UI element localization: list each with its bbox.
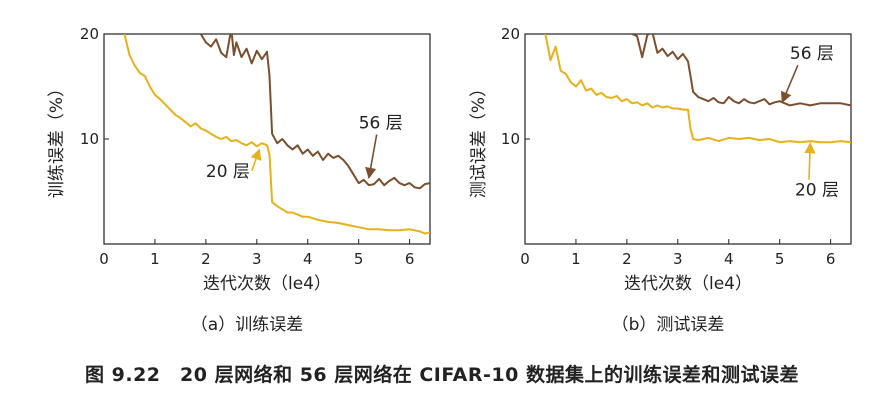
annotation-label: 56 层 [790, 44, 834, 64]
annotation-label: 20 层 [206, 162, 250, 182]
series-line-layer20 [544, 34, 851, 144]
y-tick-label: 20 [80, 25, 99, 43]
y-tick-label: 10 [501, 130, 520, 148]
annotation-arrow [250, 148, 262, 172]
annotation-arrow [804, 142, 816, 180]
x-tick-label: 1 [150, 250, 160, 268]
annotation-arrow [365, 134, 378, 179]
x-tick-label: 2 [622, 250, 632, 268]
x-tick-label: 3 [673, 250, 683, 268]
series-line-layer56 [199, 34, 430, 190]
chart-subtitle: （b）测试误差 [612, 315, 725, 335]
x-tick-label: 4 [724, 250, 734, 268]
y-tick-label: 10 [80, 130, 99, 148]
chart-subtitle: （a）训练误差 [191, 315, 303, 335]
chart-a-training-error: 0 1 2 3 4 5 6 10 20 迭代次数（le4） 训练误差（%） 56 层 20 层 （a）训练… [47, 25, 431, 335]
chart-b-test-error: 0 1 2 3 4 5 6 10 20 迭代次数（le4） 测试误差（%） 56 层 20 层 （b）测试… [469, 25, 852, 335]
annotation-arrow [780, 64, 799, 104]
x-tick-label: 2 [201, 250, 211, 268]
x-tick-label: 0 [99, 250, 109, 268]
y-tick-label: 20 [501, 25, 520, 43]
y-axis-label: 训练误差（%） [47, 80, 67, 198]
x-tick-label: 0 [520, 250, 530, 268]
x-tick-label: 6 [405, 250, 415, 268]
x-tick-label: 3 [252, 250, 262, 268]
plot-frame [103, 33, 431, 245]
figure-caption: 图 9.22 20 层网络和 56 层网络在 CIFAR-10 数据集上的训练误… [85, 364, 799, 386]
series-line-layer56 [631, 34, 851, 107]
x-tick-label: 6 [826, 250, 836, 268]
annotation-label: 20 层 [795, 181, 839, 201]
x-tick-label: 1 [571, 250, 581, 268]
y-axis-label: 测试误差（%） [469, 80, 489, 198]
x-axis-label: 迭代次数（le4） [624, 274, 752, 294]
annotation-label: 56 层 [359, 114, 403, 134]
series-line-layer20 [123, 34, 430, 235]
x-axis-label: 迭代次数（le4） [203, 274, 331, 294]
x-tick-label: 4 [303, 250, 313, 268]
x-tick-label: 5 [354, 250, 364, 268]
x-tick-label: 5 [775, 250, 785, 268]
